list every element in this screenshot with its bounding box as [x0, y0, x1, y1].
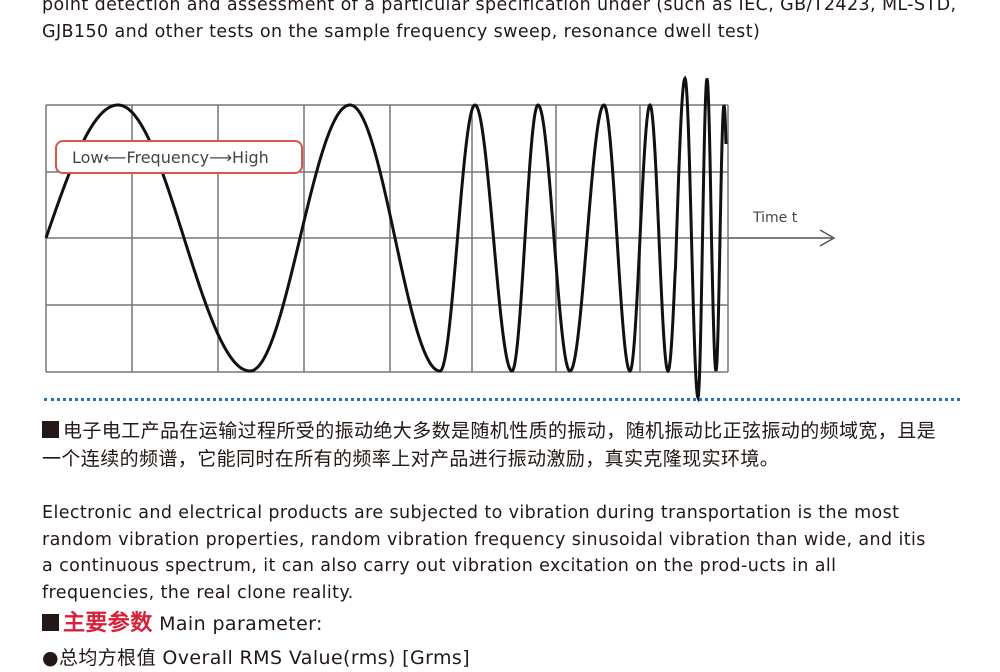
dotted-divider	[44, 398, 960, 401]
frequency-label-box	[55, 140, 303, 174]
sine-sweep-figure: Time t Low⟵Frequency⟶High	[44, 75, 836, 403]
square-bullet-icon	[42, 421, 59, 438]
frequency-label: Low⟵Frequency⟶High	[72, 148, 269, 167]
square-bullet-icon	[42, 614, 59, 631]
random-vibration-cn: 电子电工产品在运输过程所受的振动绝大多数是随机性质的振动，随机振动比正弦振动的频…	[42, 420, 937, 470]
main-parameter-heading: 主要参数 Main parameter:	[42, 611, 323, 638]
random-vibration-en: Electronic and electrical products are s…	[42, 503, 926, 603]
parameter-item: ●总均方根值 Overall RMS Value(rms) [Grms]	[42, 647, 471, 669]
intro-paragraph: point detection and assessment of a part…	[42, 0, 957, 42]
arrow-head-icon	[819, 229, 836, 247]
time-axis-label: Time t	[752, 210, 798, 226]
